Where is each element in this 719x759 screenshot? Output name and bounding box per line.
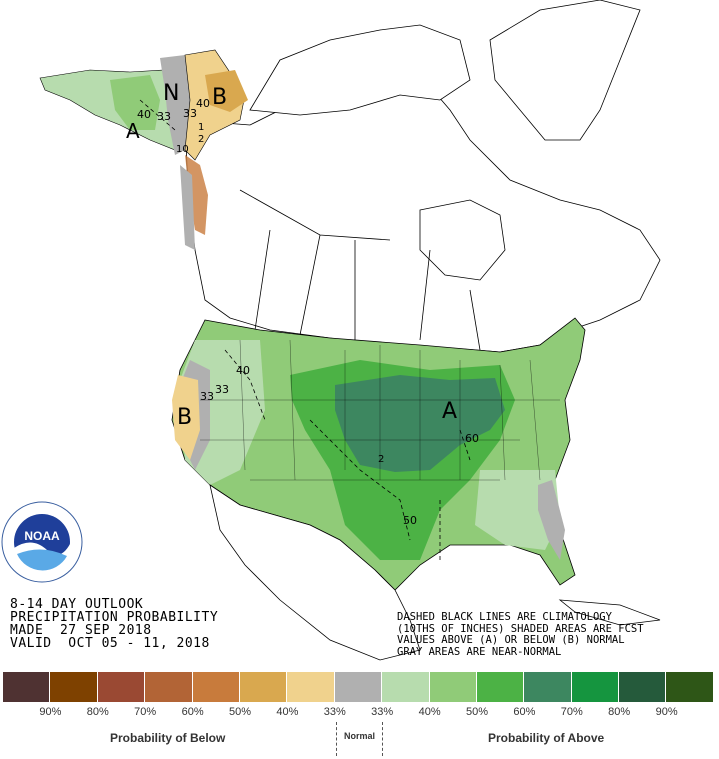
label-ak-33a: 33 (157, 110, 171, 123)
note-line-1: DASHED BLACK LINES ARE CLIMATOLOGY (397, 611, 612, 623)
legend-swatch (3, 672, 51, 702)
label-ca-33b: 33 (215, 383, 229, 396)
label-ak-2: 2 (198, 134, 204, 145)
bc-coast-gray (180, 165, 195, 250)
outlook-title-block: 8-14 DAY OUTLOOK PRECIPITATION PROBABILI… (10, 598, 218, 650)
east-coast-gray (538, 480, 565, 560)
legend-swatch (50, 672, 98, 702)
legend-swatch (524, 672, 572, 702)
outlook-valid-date: VALID OCT 05 - 11, 2018 (10, 636, 210, 651)
legend-swatches (3, 672, 714, 702)
label-a-midwest: A (442, 399, 457, 424)
arctic-islands (249, 24, 471, 116)
legend-swatch (287, 672, 335, 702)
climatology-lines (139, 99, 471, 560)
label-ca-40: 40 (236, 364, 250, 377)
legend-swatch (429, 672, 477, 702)
legend-above-label: Probability of Above (488, 731, 605, 745)
mexico-outline (209, 484, 421, 661)
legend-percent-label: 60% (513, 706, 536, 718)
hudson-bay (419, 199, 506, 281)
label-ak-10: 10 (176, 144, 189, 155)
yukon-orange (205, 70, 248, 112)
noaa-logo: NOAA (1, 501, 83, 583)
legend-swatch (97, 672, 146, 702)
label-ak-33b: 33 (183, 107, 197, 120)
legend-percent-label: 90% (655, 706, 678, 718)
canada-province-lines (239, 189, 481, 351)
cuba (558, 599, 661, 626)
alaska-gray (160, 55, 190, 155)
label-ca-33: 33 (200, 390, 214, 403)
probability-legend: 90% 80% 70% 60% 50% 40% 33% 33% 40% 50% 60% 70% 80% 9… (0, 670, 719, 759)
precipitation-outlook-map: N B A 40 33 33 40 1 2 10 B 33 33 40 A 60… (1, 0, 661, 661)
label-b-alaska: B (212, 85, 227, 110)
outlook-type: PRECIPITATION PROBABILITY (10, 610, 219, 625)
legend-normal-label: Normal (344, 731, 376, 741)
legend-below-label: Probability of Below (110, 731, 226, 745)
label-a-alaska: A (126, 119, 140, 143)
noaa-logo-text: NOAA (24, 529, 60, 543)
note-line-3: VALUES ABOVE (A) OR BELOW (B) NORMAL (397, 634, 625, 646)
label-n: N (163, 81, 179, 106)
label-ak-40: 40 (137, 108, 151, 121)
legend-percent-label: 33% (323, 706, 346, 718)
label-c-2: 2 (378, 454, 384, 465)
legend-swatch (192, 672, 240, 702)
label-ak-40b: 40 (196, 97, 210, 110)
calif-tan (172, 375, 200, 460)
legend-percent-label: 80% (608, 706, 631, 718)
legend-divider-left (336, 722, 337, 756)
greenland (489, 0, 641, 141)
outlook-title: 8-14 DAY OUTLOOK (10, 597, 144, 612)
note-line-2: (10THS OF INCHES) SHADED AREAS ARE FCST (397, 622, 644, 635)
label-mw-60: 60 (465, 432, 479, 445)
legend-percent-label: 40% (418, 706, 441, 718)
legend-divider-right (382, 722, 383, 756)
legend-swatch (571, 672, 620, 702)
label-ak-1: 1 (198, 122, 204, 133)
legend-percent-label: 80% (86, 706, 109, 718)
legend-swatch (476, 672, 525, 702)
legend-swatch (334, 672, 383, 702)
legend-notes: DASHED BLACK LINES ARE CLIMATOLOGY (10TH… (397, 611, 644, 658)
alaska-green-darker (110, 75, 160, 130)
legend-percent-label: 90% (39, 706, 62, 718)
state-lines (200, 339, 560, 481)
note-line-4: GRAY AREAS ARE NEAR-NORMAL (397, 645, 562, 658)
legend-percent-label: 33% (371, 706, 394, 718)
legend-percent-label: 70% (134, 706, 157, 718)
legend-percent-label: 40% (276, 706, 299, 718)
legend-percent-label: 50% (228, 706, 252, 718)
legend-swatch (145, 672, 193, 702)
outlook-made-date: MADE 27 SEP 2018 (10, 623, 152, 638)
legend-percent-label: 60% (181, 706, 204, 718)
legend-swatch (239, 672, 288, 702)
legend-swatch (619, 672, 667, 702)
legend-swatch (666, 672, 714, 702)
legend-percent-label: 50% (465, 706, 489, 718)
label-c-50: 50 (403, 514, 417, 527)
legend-percent-label: 70% (560, 706, 583, 718)
label-b-calif: B (177, 405, 192, 430)
legend-swatch (382, 672, 430, 702)
